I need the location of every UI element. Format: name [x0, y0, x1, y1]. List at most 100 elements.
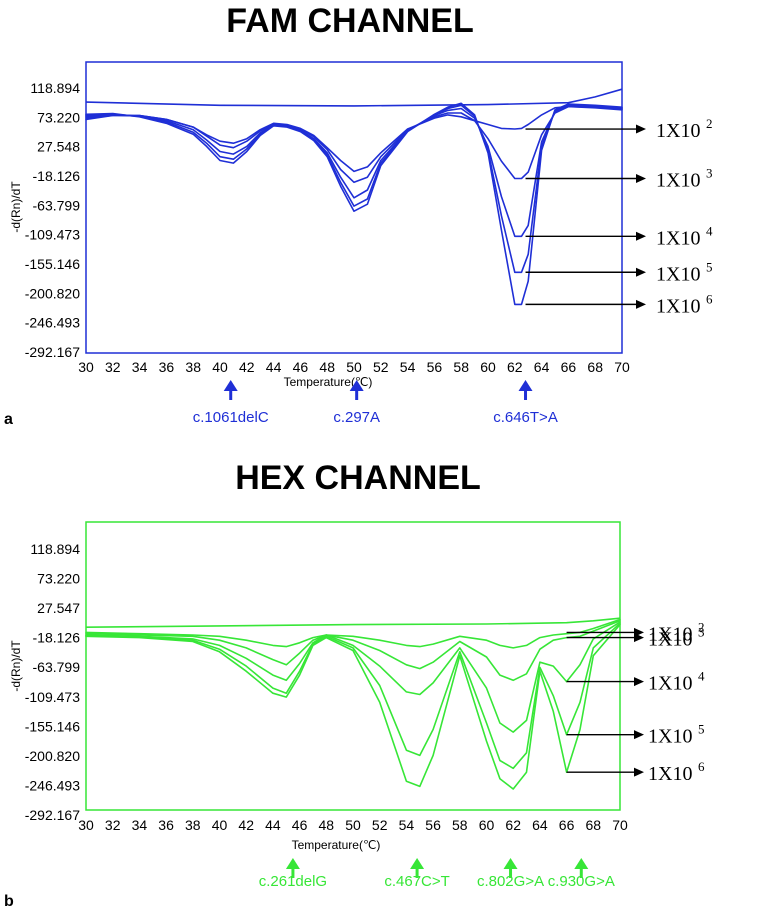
- arrow-head: [634, 767, 644, 777]
- up-arrow-icon: [518, 380, 533, 391]
- arrow-head: [636, 231, 646, 241]
- arrow-head: [636, 267, 646, 277]
- x-tick-label: 60: [479, 817, 495, 833]
- concentration-exponent: 5: [698, 722, 705, 737]
- x-tick-label: 36: [159, 359, 175, 375]
- up-arrow-icon: [410, 858, 425, 869]
- y-tick-label: -63.799: [33, 197, 81, 213]
- x-tick-label: 42: [238, 817, 254, 833]
- x-tick-label: 66: [561, 359, 577, 375]
- x-tick-label: 68: [586, 817, 602, 833]
- curves: [85, 617, 621, 790]
- melt-curve-1X10-2: [85, 618, 621, 649]
- y-tick-label: -109.473: [25, 689, 80, 705]
- x-tick-label: 46: [293, 359, 309, 375]
- x-tick-label: 42: [239, 359, 255, 375]
- up-arrow-icon: [349, 380, 364, 391]
- x-tick-label: 44: [265, 817, 281, 833]
- concentration-exponent: 5: [706, 259, 713, 274]
- up-arrow-icon: [574, 858, 589, 869]
- x-tick-label: 32: [105, 359, 121, 375]
- baseline-curve: [85, 88, 623, 107]
- y-tick-label: 118.894: [30, 80, 80, 96]
- mutation-label: c.646T>A: [493, 409, 558, 426]
- panel-label: b: [4, 893, 14, 910]
- y-tick-label: -200.820: [25, 748, 80, 764]
- x-tick-label: 40: [212, 817, 228, 833]
- baseline-curve: [85, 617, 621, 628]
- y-tick-labels: 118.894 73.220 27.547 -18.126 -63.799 -109.47…: [25, 541, 80, 823]
- y-axis-label: -d(Rn)/dT: [9, 640, 23, 692]
- y-tick-label: -63.799: [33, 659, 81, 675]
- y-tick-labels: 118.894 73.220 27.548 -18.126 -63.799 -109.47…: [25, 80, 80, 360]
- x-tick-label: 48: [319, 817, 335, 833]
- x-tick-label: 30: [78, 359, 94, 375]
- x-tick-label: 56: [425, 817, 441, 833]
- x-tick-label: 52: [372, 817, 388, 833]
- x-tick-label: 62: [505, 817, 521, 833]
- concentration-exponent: 6: [698, 759, 705, 774]
- concentration-annotations: 1X10 2 1X10 3 1X10 4 1X10 5 1X10 6: [566, 619, 705, 785]
- x-tick-label: 54: [399, 817, 415, 833]
- y-tick-label: -292.167: [25, 344, 80, 360]
- up-arrow-icon: [223, 380, 238, 391]
- concentration-exponent: 4: [706, 223, 713, 238]
- concentration-label: 1X10: [656, 263, 700, 285]
- melt-curve-1X10-5: [85, 622, 621, 770]
- melt-curve-1X10-6: [85, 102, 623, 306]
- melt-curve-1X10-3: [85, 620, 621, 682]
- y-tick-label: -155.146: [25, 256, 80, 272]
- concentration-exponent: 3: [698, 625, 705, 640]
- mutation-label: c.261delG: [259, 873, 327, 890]
- x-axis-label: Temperature(℃): [292, 838, 381, 852]
- y-axis-label: -d(Rn)/dT: [9, 181, 23, 233]
- x-tick-label: 58: [453, 359, 469, 375]
- concentration-exponent: 3: [706, 165, 713, 180]
- x-tick-label: 46: [292, 817, 308, 833]
- y-tick-label: -246.493: [25, 777, 80, 793]
- x-tick-label: 32: [105, 817, 121, 833]
- x-tick-labels: 30 32 34 36 38 40 42 44 46 48 50 52 54 56 58 60 62 64 66 68…: [78, 817, 628, 833]
- mutation-markers: c.1061delC c.297A c.646T>A: [193, 380, 558, 426]
- y-tick-label: -155.146: [25, 718, 80, 734]
- concentration-label: 1X10: [648, 629, 692, 651]
- concentration-label: 1X10: [656, 295, 700, 317]
- y-tick-label: -200.820: [25, 285, 80, 301]
- mutation-label: c.297A: [333, 409, 380, 426]
- plot-area: [85, 521, 621, 811]
- up-arrow-icon: [503, 858, 518, 869]
- x-tick-label: 38: [185, 817, 201, 833]
- concentration-exponent: 4: [698, 669, 705, 684]
- concentration-label: 1X10: [648, 623, 692, 645]
- x-tick-label: 60: [480, 359, 496, 375]
- x-tick-label: 50: [346, 359, 362, 375]
- melt-curve-1X10-4: [85, 104, 623, 238]
- x-axis-label: Temperature(℃): [284, 375, 373, 389]
- x-tick-label: 52: [373, 359, 389, 375]
- x-tick-label: 30: [78, 817, 94, 833]
- chart-title: HEX CHANNEL: [235, 459, 481, 497]
- arrow-head: [636, 299, 646, 309]
- x-tick-label: 44: [266, 359, 282, 375]
- y-tick-label: 27.548: [37, 139, 80, 155]
- melt-curve-1X10-4: [85, 621, 621, 733]
- y-tick-label: -18.126: [33, 168, 81, 184]
- y-tick-label: -246.493: [25, 315, 80, 331]
- concentration-label: 1X10: [648, 673, 692, 695]
- y-tick-label: -109.473: [25, 227, 80, 243]
- y-tick-label: 27.547: [37, 600, 80, 616]
- melt-curve-1X10-6: [85, 623, 621, 790]
- hex-channel-chart: HEX CHANNEL 118.894 73.220 27.547 -18.126 -6…: [4, 459, 705, 910]
- fam-channel-chart: FAM CHANNEL 118.894 73.220 27.548 -18.126 -6…: [4, 2, 713, 428]
- x-tick-label: 36: [158, 817, 174, 833]
- mutation-label: c.802G>A: [477, 873, 544, 890]
- x-tick-label: 40: [212, 359, 228, 375]
- arrow-head: [634, 677, 644, 687]
- arrow-head: [634, 633, 644, 643]
- arrow-head: [636, 173, 646, 183]
- concentration-label: 1X10: [656, 120, 700, 142]
- y-tick-label: -292.167: [25, 807, 80, 823]
- x-tick-label: 62: [507, 359, 523, 375]
- x-tick-label: 58: [452, 817, 468, 833]
